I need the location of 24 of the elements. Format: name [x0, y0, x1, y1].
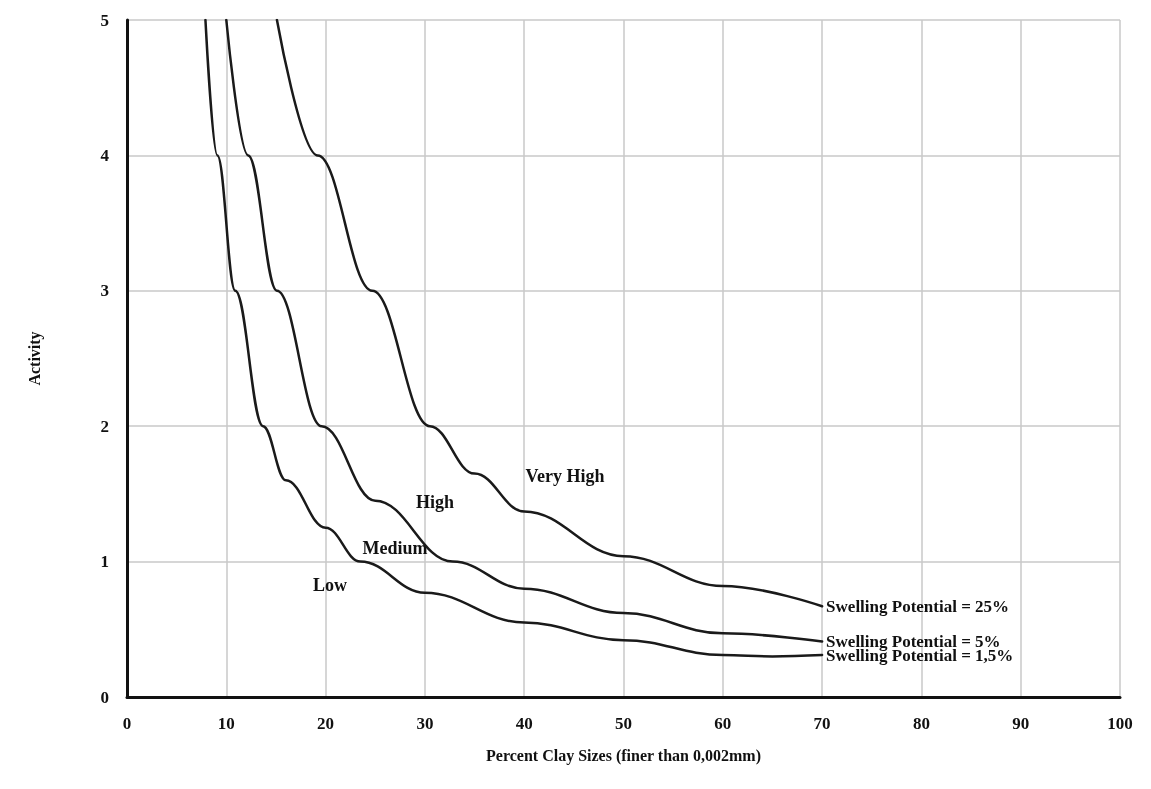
- x-tick-label: 60: [714, 714, 732, 733]
- y-tick-label: 0: [100, 687, 109, 707]
- x-tick-label: 70: [813, 714, 831, 733]
- x-tick-label: 30: [416, 714, 434, 733]
- annotation: Very High: [525, 466, 605, 486]
- x-tick-label: 80: [912, 714, 930, 733]
- y-tick-label: 3: [100, 281, 109, 301]
- x-tick-label: 90: [1012, 714, 1030, 733]
- x-tick-label: 10: [217, 714, 235, 733]
- y-axis-title: Activity: [25, 331, 44, 386]
- x-tick-label: 50: [615, 714, 632, 733]
- x-axis-title: Percent Clay Sizes (finer than 0,002mm): [486, 746, 761, 765]
- x-tick-label: 40: [515, 714, 533, 733]
- annotation: High: [415, 492, 455, 512]
- x-tick-label: 20: [317, 714, 335, 733]
- x-tick-label: 0: [122, 714, 132, 733]
- y-tick-label: 2: [100, 416, 109, 436]
- series-label: Swelling Potential = 25%: [826, 596, 1010, 616]
- annotation: Low: [312, 575, 348, 595]
- x-tick-label: 100: [1107, 714, 1133, 733]
- annotation: Medium: [362, 538, 428, 558]
- y-tick-label: 4: [100, 145, 110, 165]
- y-tick-label: 5: [100, 10, 109, 30]
- y-tick-label: 1: [100, 552, 109, 572]
